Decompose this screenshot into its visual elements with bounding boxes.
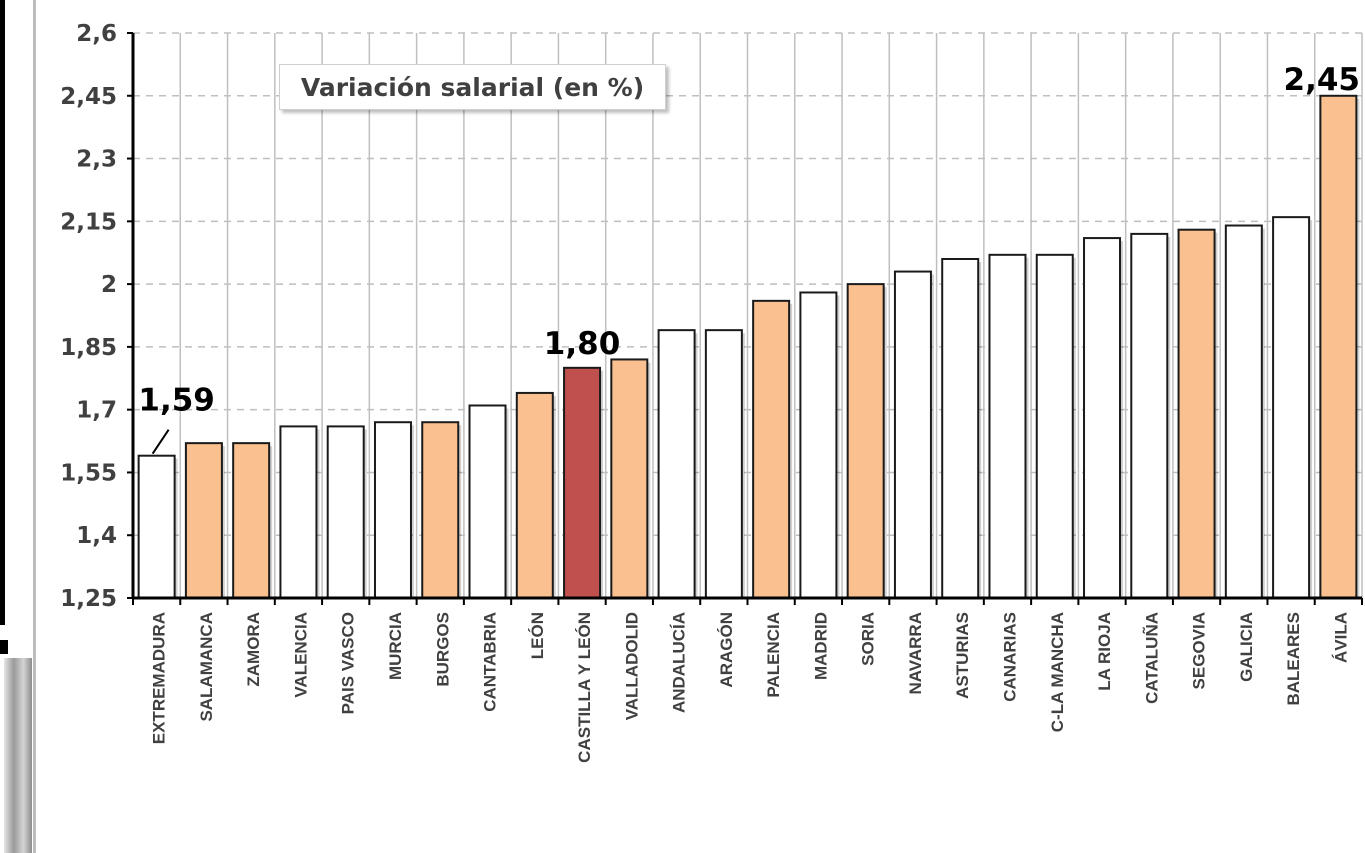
- labels-layer: EXTREMADURA SALAMANCA ZAMORA VALENCIA PAIS V…: [138, 62, 1360, 763]
- x-tick-label: PALENCIA: [764, 612, 783, 698]
- bar: [326, 425, 365, 599]
- bar: [941, 258, 980, 599]
- data-label: 1,59: [138, 383, 215, 419]
- grid-layer: [133, 32, 1363, 598]
- x-tick-label: PAIS VASCO: [339, 612, 358, 714]
- x-tick-label: LEÓN: [528, 612, 547, 659]
- data-label-leader: [151, 429, 170, 455]
- bar: [468, 404, 507, 599]
- y-tick-label: 1,4: [76, 523, 117, 549]
- x-tick-label: BALEARES: [1284, 612, 1303, 706]
- bar: [657, 329, 696, 599]
- data-label: 1,80: [544, 326, 621, 362]
- y-tick-label: 2: [101, 272, 117, 298]
- x-tick-label: MURCIA: [386, 612, 405, 680]
- bar: [988, 253, 1027, 599]
- bar: [893, 270, 932, 599]
- data-label: 2,45: [1284, 62, 1361, 98]
- left-frame-bar: [0, 0, 5, 625]
- bar: [1130, 232, 1169, 599]
- bars-layer: [137, 94, 1360, 600]
- x-tick-label: SORIA: [859, 612, 878, 666]
- x-tick-label: ÁVILA: [1331, 612, 1350, 663]
- y-tick-label: 2,3: [76, 147, 117, 173]
- bar: [610, 358, 649, 600]
- bar: [704, 329, 743, 599]
- x-tick-label: ASTURIAS: [953, 612, 972, 699]
- bar: [232, 442, 271, 600]
- bar: [799, 291, 838, 599]
- axis-layer: 1,25 1,4 1,55 1,7 1,85 2 2,15 2,3 2,45 2,6: [60, 21, 1363, 612]
- x-tick-label: ANDALUCÍA: [670, 612, 689, 713]
- y-tick-label: 2,6: [76, 21, 117, 47]
- bar: [1319, 94, 1358, 600]
- bar: [137, 454, 176, 599]
- bar: [1083, 237, 1122, 600]
- bar: [1224, 224, 1263, 599]
- bar: [1272, 216, 1311, 599]
- chart-title: Variación salarial (en %): [279, 64, 666, 110]
- bar: [846, 283, 885, 599]
- x-tick-label: CANTABRIA: [481, 612, 500, 712]
- bar: [279, 425, 318, 599]
- x-tick-label: EXTREMADURA: [150, 612, 169, 744]
- y-tick-label: 1,25: [60, 586, 117, 612]
- x-tick-label: BURGOS: [433, 612, 452, 687]
- x-tick-label: CATALUÑA: [1141, 612, 1161, 704]
- x-tick-label: MADRID: [811, 612, 830, 680]
- bar: [1035, 253, 1074, 599]
- x-tick-label: SEGOVIA: [1190, 612, 1209, 689]
- x-tick-label: ZAMORA: [244, 612, 263, 687]
- y-tick-label: 1,7: [76, 398, 117, 424]
- x-tick-label: SALAMANCA: [197, 612, 216, 722]
- x-tick-label: CASTILLA Y LEÓN: [575, 612, 594, 763]
- x-tick-label: VALENCIA: [291, 612, 310, 698]
- left-frame-edge: [33, 0, 36, 853]
- x-tick-label: LA RIOJA: [1095, 612, 1114, 691]
- bar: [1177, 228, 1216, 599]
- x-tick-label: ARAGÓN: [717, 612, 736, 688]
- x-tick-label: GALICIA: [1237, 612, 1256, 682]
- y-tick-label: 1,55: [60, 460, 117, 486]
- bar: [515, 391, 554, 600]
- bar: [184, 442, 223, 600]
- x-tick-label: VALLADOLID: [622, 612, 641, 720]
- y-tick-label: 2,45: [60, 84, 117, 110]
- bar: [752, 299, 791, 599]
- bar: [563, 366, 602, 599]
- left-frame-bracket: [0, 640, 8, 654]
- x-tick-label: NAVARRA: [906, 612, 925, 694]
- y-tick-label: 1,85: [60, 335, 117, 361]
- left-frame-panel: [4, 658, 32, 853]
- bar: [373, 421, 412, 599]
- y-tick-label: 2,15: [60, 209, 117, 235]
- bar: [421, 421, 460, 599]
- x-tick-label: C-LA MANCHA: [1048, 612, 1067, 732]
- x-tick-label: CANARIAS: [1000, 612, 1019, 702]
